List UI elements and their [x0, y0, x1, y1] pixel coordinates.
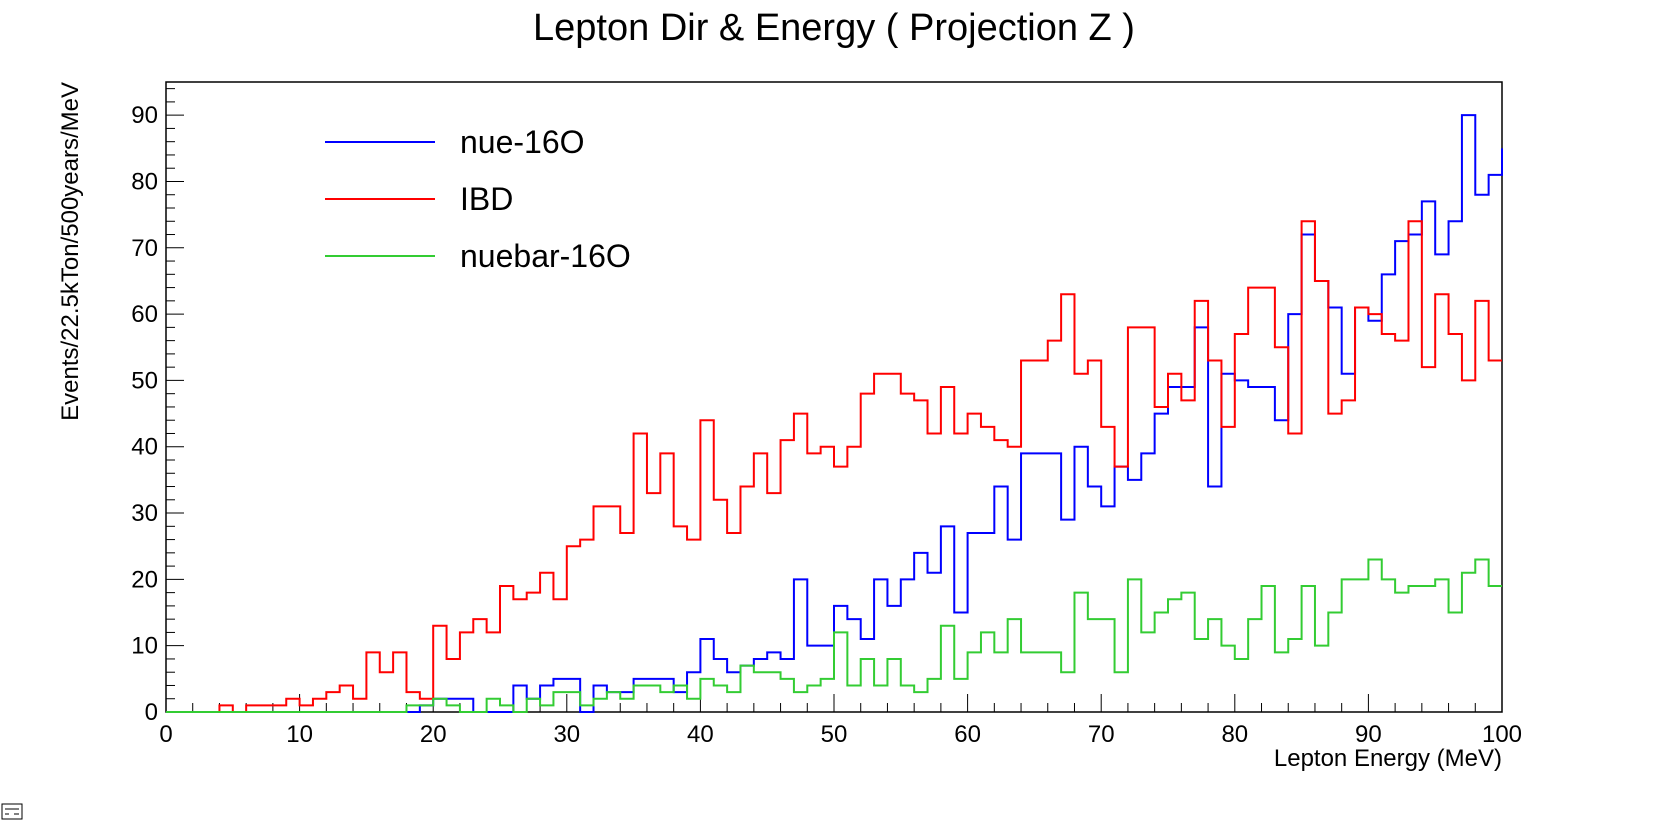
- y-tick-label: 10: [131, 633, 158, 660]
- x-axis-label: Lepton Energy (MeV): [1274, 745, 1502, 772]
- x-tick-label: 70: [1088, 721, 1115, 748]
- y-tick-label: 50: [131, 367, 158, 394]
- x-tick-label: 100: [1482, 721, 1522, 748]
- legend-label: nue-16O: [460, 124, 585, 160]
- x-tick-label: 80: [1221, 721, 1248, 748]
- y-axis-label: Events/22.5kTon/500years/MeV: [57, 82, 84, 421]
- legend-label: nuebar-16O: [460, 238, 631, 274]
- series-line-ibd: [166, 220, 1502, 713]
- series-layer: [166, 114, 1503, 713]
- x-tick-label: 90: [1355, 721, 1382, 748]
- y-tick-label: 30: [131, 500, 158, 527]
- y-tick-labels: 0 10 20 30 40 50 60 70 80 90: [131, 102, 158, 726]
- legend: nue-16O IBD nuebar-16O: [325, 124, 631, 274]
- y-tick-label: 40: [131, 434, 158, 461]
- x-tick-label: 40: [687, 721, 714, 748]
- y-tick-label: 90: [131, 102, 158, 129]
- y-tick-label: 20: [131, 566, 158, 593]
- y-tick-label: 80: [131, 168, 158, 195]
- y-tick-label: 0: [145, 699, 158, 726]
- chart-title: Lepton Dir & Energy ( Projection Z ): [533, 7, 1135, 49]
- x-tick-label: 20: [420, 721, 447, 748]
- canvas-corner-icon: [1, 803, 23, 820]
- x-tick-label: 10: [286, 721, 313, 748]
- y-tick-label: 70: [131, 235, 158, 262]
- series-line-nuebar-16o: [166, 558, 1502, 713]
- x-tick-label: 60: [954, 721, 981, 748]
- x-tick-label: 30: [553, 721, 580, 748]
- x-tick-label: 0: [159, 721, 172, 748]
- x-tick-label: 50: [821, 721, 848, 748]
- x-tick-labels: 0 10 20 30 40 50 60 70 80 90 100: [159, 721, 1522, 748]
- y-tick-label: 60: [131, 301, 158, 328]
- legend-label: IBD: [460, 181, 513, 217]
